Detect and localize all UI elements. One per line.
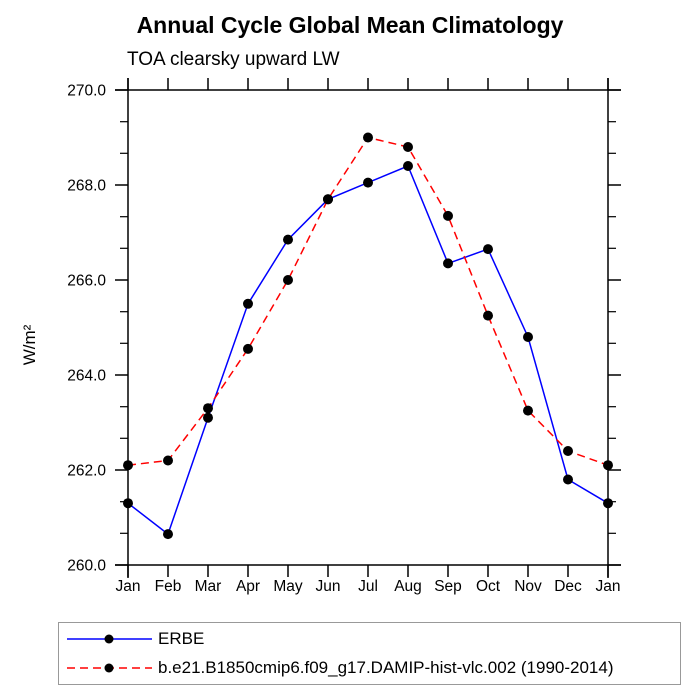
svg-text:Oct: Oct	[476, 578, 501, 595]
svg-text:Mar: Mar	[195, 578, 222, 595]
svg-text:Jan: Jan	[596, 578, 621, 595]
legend-item-erbe: ERBE	[66, 627, 680, 651]
svg-text:Feb: Feb	[155, 578, 182, 595]
svg-text:270.0: 270.0	[67, 83, 106, 100]
svg-text:Jan: Jan	[116, 578, 141, 595]
svg-text:May: May	[273, 578, 303, 595]
series-model	[123, 132, 613, 471]
svg-text:Apr: Apr	[236, 578, 260, 595]
legend-label-model: b.e21.B1850cmip6.f09_g17.DAMIP-hist-vlc.…	[158, 657, 614, 677]
svg-text:Jul: Jul	[358, 578, 378, 595]
svg-text:Nov: Nov	[514, 578, 542, 595]
svg-text:Aug: Aug	[394, 578, 422, 595]
svg-text:Sep: Sep	[434, 578, 462, 595]
legend-line-erbe-icon	[67, 634, 152, 644]
svg-text:264.0: 264.0	[67, 368, 106, 385]
legend-line-model-icon	[67, 663, 152, 673]
chart-title: Annual Cycle Global Mean Climatology	[136, 12, 564, 38]
legend-box: ERBE b.e21.B1850cmip6.f09_g17.DAMIP-hist…	[58, 622, 681, 685]
svg-text:260.0: 260.0	[67, 558, 106, 575]
plot-frame	[115, 78, 621, 578]
svg-text:Jun: Jun	[316, 578, 341, 595]
svg-text:266.0: 266.0	[67, 273, 106, 290]
series-erbe	[123, 161, 613, 540]
legend-label-erbe: ERBE	[158, 629, 205, 649]
y-axis-ticks: 260.0 262.0 264.0 266.0 268.0 270.0	[67, 83, 621, 575]
svg-text:Dec: Dec	[554, 578, 582, 595]
x-axis-ticks: Jan Feb Mar Apr May Jun Jul Aug Sep Oct Nov Dec Jan	[116, 78, 621, 595]
svg-text:262.0: 262.0	[67, 463, 106, 480]
svg-text:268.0: 268.0	[67, 178, 106, 195]
legend-item-model: b.e21.B1850cmip6.f09_g17.DAMIP-hist-vlc.…	[66, 656, 680, 680]
chart-subtitle: TOA clearsky upward LW	[127, 49, 340, 70]
